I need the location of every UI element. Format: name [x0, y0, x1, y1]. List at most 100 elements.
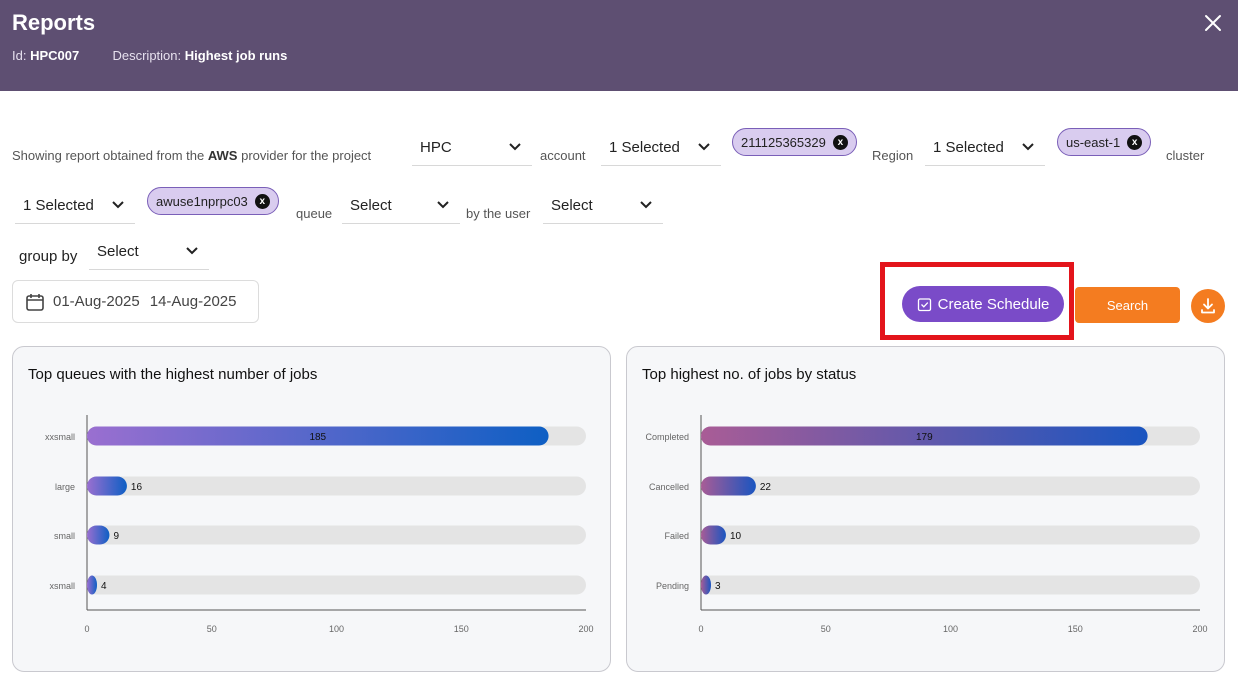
- category-label: small: [54, 531, 75, 541]
- project-select[interactable]: HPC: [412, 130, 532, 166]
- chevron-down-icon: [1022, 143, 1034, 151]
- project-value: HPC: [420, 139, 452, 156]
- create-schedule-label: Create Schedule: [937, 295, 1050, 313]
- category-label: xxsmall: [45, 432, 75, 442]
- remove-chip-icon[interactable]: x: [832, 134, 848, 150]
- date-from[interactable]: 01-Aug-2025: [53, 293, 140, 310]
- bar-track: [87, 525, 586, 545]
- region-value: 1 Selected: [933, 139, 1004, 156]
- chart-card-status: Top highest no. of jobs by status Comple…: [626, 346, 1225, 672]
- description-value: Highest job runs: [184, 48, 288, 63]
- chart-title: Top queues with the highest number of jo…: [28, 366, 318, 383]
- highlight-box: [880, 262, 1074, 340]
- tick-label: 0: [84, 624, 89, 634]
- groupby-label: group by: [19, 248, 78, 265]
- tick-label: 200: [1192, 624, 1207, 634]
- close-icon[interactable]: [1202, 12, 1224, 34]
- chevron-down-icon: [640, 201, 652, 209]
- groupby-value: Select: [97, 243, 139, 260]
- page-title: Reports: [12, 10, 96, 35]
- account-select[interactable]: 1 Selected: [601, 130, 721, 166]
- groupby-select[interactable]: Select: [89, 234, 209, 270]
- category-label: large: [55, 482, 75, 492]
- bar-track: [87, 476, 586, 496]
- description-label: Description:: [112, 48, 182, 63]
- bar-track: [701, 575, 1200, 595]
- download-button[interactable]: [1191, 289, 1225, 323]
- cluster-select[interactable]: 1 Selected: [15, 188, 135, 224]
- bar: [87, 426, 549, 446]
- region-label: Region: [872, 148, 914, 163]
- tick-label: 100: [943, 624, 958, 634]
- bar: [701, 476, 756, 496]
- category-label: Failed: [664, 531, 689, 541]
- account-chip-label: 211125365329: [741, 134, 826, 150]
- remove-chip-icon[interactable]: x: [1127, 134, 1143, 150]
- bar: [701, 525, 726, 545]
- data-label: 4: [101, 581, 107, 592]
- chevron-down-icon: [186, 247, 198, 255]
- id-label: Id:: [12, 48, 27, 63]
- search-label: Search: [1106, 297, 1149, 313]
- remove-chip-icon[interactable]: x: [254, 193, 270, 209]
- chart-card-queues: Top queues with the highest number of jo…: [12, 346, 611, 672]
- data-label: 16: [131, 482, 143, 493]
- calendar-check-icon: [917, 297, 931, 311]
- chevron-down-icon: [437, 201, 449, 209]
- bar-track: [87, 575, 586, 595]
- account-label: account: [540, 148, 586, 163]
- chart-title: Top highest no. of jobs by status: [642, 366, 857, 383]
- bar: [87, 476, 127, 496]
- create-schedule-button[interactable]: Create Schedule: [902, 286, 1064, 322]
- cluster-value: 1 Selected: [23, 197, 94, 214]
- tick-label: 50: [821, 624, 831, 634]
- tick-label: 0: [698, 624, 703, 634]
- cluster-label: cluster: [1166, 148, 1205, 163]
- account-chip: 211125365329 x: [732, 128, 857, 156]
- tick-label: 50: [207, 624, 217, 634]
- bar-track: [701, 525, 1200, 545]
- bar: [701, 575, 711, 595]
- user-select[interactable]: Select: [543, 188, 663, 224]
- date-range-picker[interactable]: 01-Aug-2025 14-Aug-2025: [12, 280, 259, 323]
- intro-post: provider for the project: [241, 148, 372, 163]
- user-label: by the user: [466, 206, 531, 221]
- category-label: xsmall: [49, 581, 75, 591]
- id-value: HPC007: [30, 48, 80, 63]
- bar-chart-status: Completed 179 Cancelled 22 Failed 10 Pending 3 0…: [645, 415, 1208, 634]
- data-label: 9: [113, 531, 119, 542]
- intro-pre: Showing report obtained from the: [12, 148, 205, 163]
- bar: [87, 575, 97, 595]
- report-header: Reports Id: HPC007 Description: Highest …: [0, 0, 1238, 91]
- data-label: 10: [730, 531, 742, 542]
- queue-value: Select: [350, 197, 392, 214]
- bar: [701, 426, 1148, 446]
- report-intro-text: Showing report obtained from the AWS pro…: [12, 148, 371, 163]
- calendar-icon: [26, 293, 44, 311]
- queue-select[interactable]: Select: [342, 188, 460, 224]
- bar-chart-queues: xxsmall 185 large 16 small 9 xsmall 4 0 50 100 150 2…: [45, 415, 594, 634]
- download-icon: [1201, 298, 1215, 314]
- tick-label: 150: [1068, 624, 1083, 634]
- region-chip-label: us-east-1: [1066, 134, 1121, 150]
- data-label: 185: [309, 432, 326, 443]
- account-value: 1 Selected: [609, 139, 680, 156]
- date-to[interactable]: 14-Aug-2025: [149, 293, 237, 310]
- data-label: 3: [715, 581, 721, 592]
- region-select[interactable]: 1 Selected: [925, 130, 1045, 166]
- category-label: Completed: [645, 432, 689, 442]
- chevron-down-icon: [698, 143, 710, 151]
- search-button[interactable]: Search: [1075, 287, 1180, 323]
- data-label: 179: [916, 432, 933, 443]
- user-value: Select: [551, 197, 593, 214]
- region-chip: us-east-1 x: [1057, 128, 1152, 156]
- cluster-chip: awuse1nprpc03 x: [147, 187, 279, 215]
- chevron-down-icon: [112, 201, 124, 209]
- report-meta: Id: HPC007 Description: Highest job runs: [12, 48, 287, 63]
- bar-track: [701, 476, 1200, 496]
- data-label: 22: [760, 482, 772, 493]
- tick-label: 200: [578, 624, 593, 634]
- category-label: Pending: [656, 581, 689, 591]
- cluster-chip-label: awuse1nprpc03: [156, 193, 248, 209]
- chevron-down-icon: [509, 143, 521, 151]
